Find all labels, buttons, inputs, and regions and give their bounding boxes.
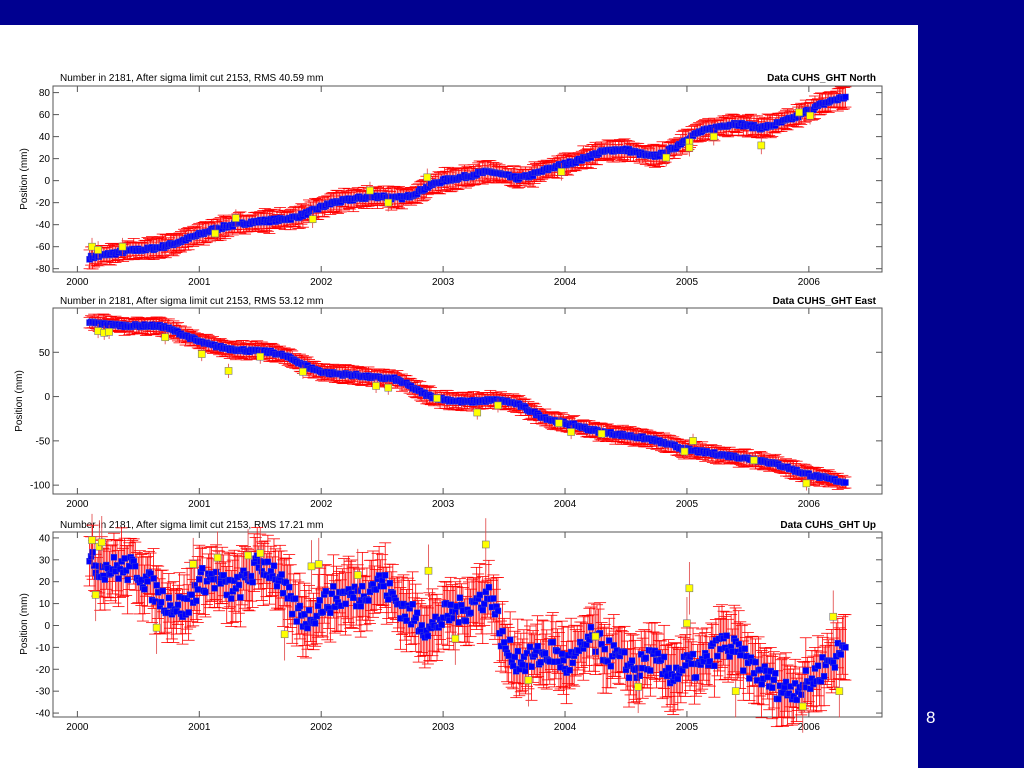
x-tick-label: 2001 [188, 722, 211, 733]
outlier-point [197, 350, 206, 358]
x-tick-label: 2003 [432, 277, 455, 288]
outlier-point [299, 367, 307, 376]
outlier-point [105, 328, 113, 336]
y-tick-label: -30 [36, 687, 51, 698]
slide-top-bar [0, 0, 1024, 25]
outlier-point [689, 437, 697, 445]
y-tick-label: 40 [39, 533, 51, 544]
y-axis-label: Position (mm) [19, 593, 30, 655]
y-tick-label: -20 [36, 665, 51, 676]
x-tick-label: 2006 [798, 722, 821, 733]
y-tick-label: 50 [39, 348, 51, 359]
x-tick-label: 2003 [432, 722, 455, 733]
x-tick-label: 2001 [188, 277, 211, 288]
y-tick-label: -100 [30, 481, 50, 492]
y-tick-label: -40 [36, 220, 51, 231]
outlier-point [597, 429, 606, 438]
chart-title: Data CUHS_GHT Up [780, 520, 876, 531]
x-tick-label: 2006 [798, 499, 821, 510]
chart-subtitle: Number in 2181, After sigma limit cut 21… [60, 520, 323, 531]
east-chart: Number in 2181, After sigma limit cut 21… [14, 296, 883, 510]
x-tick-label: 2002 [310, 499, 333, 510]
outlier-point [567, 428, 575, 436]
data-point [842, 479, 849, 486]
page-number: 8 [926, 708, 936, 727]
slide-right-bar [918, 0, 1024, 768]
x-tick-label: 2002 [310, 277, 333, 288]
x-tick-label: 2006 [798, 277, 821, 288]
outlier-point [685, 143, 694, 152]
y-axis-label: Position (mm) [14, 370, 25, 432]
data-points [86, 318, 849, 491]
y-tick-label: -60 [36, 242, 51, 253]
y-tick-label: 60 [39, 110, 51, 121]
outlier-point [232, 214, 240, 222]
x-tick-label: 2000 [66, 277, 89, 288]
outlier-point [680, 447, 689, 456]
outlier-point [423, 173, 432, 182]
x-tick-label: 2005 [676, 499, 699, 510]
y-tick-label: 20 [39, 154, 51, 165]
y-tick-label: -80 [36, 264, 51, 275]
y-tick-label: 0 [44, 392, 50, 403]
outlier-point [757, 141, 766, 150]
outlier-point [473, 408, 482, 417]
outlier-point [94, 246, 102, 254]
outlier-point [557, 168, 566, 176]
x-tick-label: 2000 [66, 499, 89, 510]
y-tick-label: 80 [39, 88, 51, 99]
outlier-point [256, 352, 265, 361]
chart-title: Data CUHS_GHT North [767, 73, 876, 84]
x-tick-label: 2000 [66, 722, 89, 733]
chart-subtitle: Number in 2181, After sigma limit cut 21… [60, 296, 323, 307]
outlier-point [308, 215, 317, 223]
outlier-point [709, 132, 718, 141]
outlier-point [118, 242, 127, 251]
y-tick-label: -10 [36, 643, 51, 654]
x-tick-label: 2005 [676, 722, 699, 733]
outlier-point [224, 367, 233, 375]
charts-canvas: Number in 2181, After sigma limit cut 21… [14, 73, 883, 733]
x-tick-label: 2004 [554, 277, 577, 288]
y-tick-label: 30 [39, 555, 51, 566]
outlier-point [384, 198, 393, 207]
outlier-point [433, 394, 441, 403]
y-tick-label: 0 [44, 621, 50, 632]
outlier-point [806, 111, 814, 120]
x-tick-label: 2001 [188, 499, 211, 510]
outlier-point [795, 108, 803, 117]
x-tick-label: 2004 [554, 499, 577, 510]
data-points [86, 93, 849, 263]
chart-subtitle: Number in 2181, After sigma limit cut 21… [60, 73, 323, 84]
y-tick-label: 0 [44, 176, 50, 187]
outlier-point [662, 153, 671, 162]
x-tick-label: 2002 [310, 722, 333, 733]
outlier-point [750, 456, 758, 465]
outlier-point [372, 382, 380, 390]
y-tick-label: -40 [36, 709, 51, 720]
outlier-point [211, 229, 219, 238]
y-axis-label: Position (mm) [19, 148, 30, 210]
y-tick-label: 10 [39, 599, 51, 610]
outlier-point [555, 419, 563, 427]
y-tick-label: -50 [36, 436, 51, 447]
outlier-point [494, 401, 502, 410]
y-tick-label: 40 [39, 132, 51, 143]
data-point [842, 93, 849, 101]
y-tick-label: -20 [36, 198, 51, 209]
y-tick-label: 20 [39, 577, 51, 588]
x-tick-label: 2005 [676, 277, 699, 288]
outlier-point [366, 186, 374, 195]
outlier-point [161, 333, 169, 342]
outlier-point [384, 383, 393, 392]
x-tick-label: 2004 [554, 722, 577, 733]
x-tick-label: 2003 [432, 499, 455, 510]
chart-title: Data CUHS_GHT East [773, 296, 877, 307]
north-chart: Number in 2181, After sigma limit cut 21… [19, 73, 883, 288]
outlier-point [802, 479, 811, 488]
up-chart: Number in 2181, After sigma limit cut 21… [19, 513, 883, 733]
